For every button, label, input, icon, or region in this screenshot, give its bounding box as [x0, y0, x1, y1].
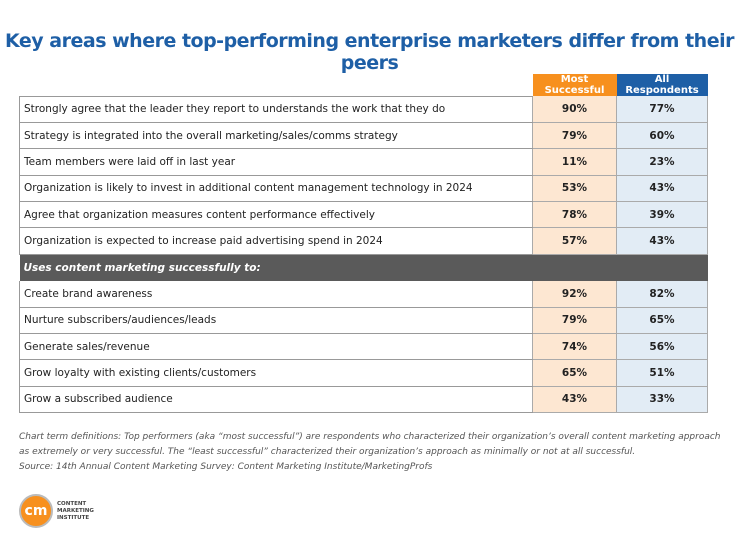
- most-successful-value: 79%: [532, 122, 617, 150]
- table-row: Generate sales/revenue 74% 56%: [19, 333, 708, 361]
- all-respondents-value: 51%: [616, 359, 708, 387]
- most-successful-value: 43%: [532, 386, 617, 414]
- table-row: Organization is expected to increase pai…: [19, 227, 708, 255]
- table-row: Grow loyalty with existing clients/custo…: [19, 359, 708, 387]
- section-row: Uses content marketing successfully to:: [19, 254, 708, 281]
- table-row: Grow a subscribed audience 43% 33%: [19, 386, 708, 414]
- row-label: Grow a subscribed audience: [19, 386, 533, 414]
- most-successful-value: 65%: [532, 359, 617, 387]
- all-respondents-value: 43%: [616, 227, 708, 255]
- row-label: Create brand awareness: [19, 280, 533, 308]
- blank-header: [20, 74, 533, 96]
- chart-title: Key areas where top-performing enterpris…: [5, 30, 734, 74]
- all-respondents-value: 23%: [616, 148, 708, 176]
- all-respondents-value: 65%: [616, 307, 708, 335]
- row-label: Strategy is integrated into the overall …: [19, 122, 533, 150]
- most-successful-value: 78%: [532, 201, 617, 229]
- cmi-logo: cm CONTENT MARKETING INSTITUTE: [19, 494, 94, 528]
- row-label: Organization is expected to increase pai…: [19, 227, 533, 255]
- footnotes: Chart term definitions: Top performers (…: [19, 430, 721, 475]
- table-row: Nurture subscribers/audiences/leads 79% 65…: [19, 307, 708, 335]
- source-note: Source: 14th Annual Content Marketing Su…: [19, 462, 433, 472]
- most-successful-value: 74%: [532, 333, 617, 361]
- header-most-successful: Most Successful: [532, 74, 617, 96]
- all-respondents-value: 39%: [616, 201, 708, 229]
- all-respondents-value: 82%: [616, 280, 708, 308]
- table-row: Team members were laid off in last year 1…: [19, 148, 708, 176]
- row-label: Agree that organization measures content…: [19, 201, 533, 229]
- row-label: Organization is likely to invest in addi…: [19, 175, 533, 203]
- all-respondents-value: 43%: [616, 175, 708, 203]
- most-successful-value: 53%: [532, 175, 617, 203]
- most-successful-value: 90%: [532, 96, 617, 123]
- all-respondents-value: 56%: [616, 333, 708, 361]
- row-label: Team members were laid off in last year: [19, 148, 533, 176]
- logo-text: CONTENT MARKETING INSTITUTE: [57, 500, 94, 521]
- all-respondents-value: 77%: [616, 96, 708, 123]
- table-row: Strategy is integrated into the overall …: [19, 122, 708, 150]
- table-row: Create brand awareness 92% 82%: [19, 280, 708, 308]
- footnote: as extremely or very successful. The “le…: [19, 447, 636, 457]
- row-label: Nurture subscribers/audiences/leads: [19, 307, 533, 335]
- table-row: Organization is likely to invest in addi…: [19, 175, 708, 203]
- logo-mark: cm: [19, 494, 53, 528]
- section-label: Uses content marketing successfully to:: [19, 254, 708, 281]
- most-successful-value: 79%: [532, 307, 617, 335]
- row-label: Generate sales/revenue: [19, 333, 533, 361]
- header-all-respondents: All Respondents: [616, 74, 708, 96]
- table-row: Strongly agree that the leader they repo…: [19, 95, 708, 123]
- row-label: Grow loyalty with existing clients/custo…: [19, 359, 533, 387]
- comparison-table: Most Successful All Respondents Strongly…: [19, 74, 708, 414]
- most-successful-value: 57%: [532, 227, 617, 255]
- most-successful-value: 92%: [532, 280, 617, 308]
- all-respondents-value: 60%: [616, 122, 708, 150]
- most-successful-value: 11%: [532, 148, 617, 176]
- table-row: Agree that organization measures content…: [19, 201, 708, 229]
- row-label: Strongly agree that the leader they repo…: [19, 95, 533, 123]
- all-respondents-value: 33%: [616, 386, 708, 414]
- footnote: Chart term definitions: Top performers (…: [19, 432, 721, 442]
